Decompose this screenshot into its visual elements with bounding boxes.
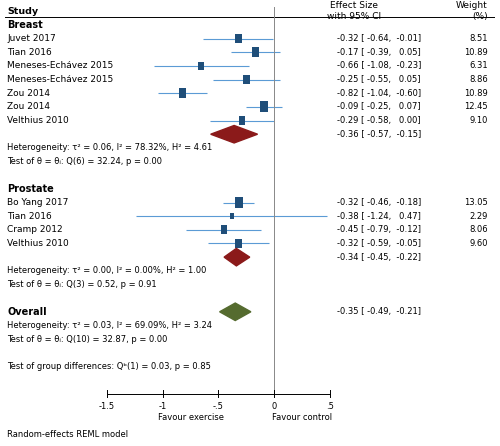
Text: -0.32 [ -0.59,  -0.05]: -0.32 [ -0.59, -0.05] (337, 239, 421, 248)
Text: -0.32 [ -0.46,  -0.18]: -0.32 [ -0.46, -0.18] (337, 198, 421, 207)
Text: -0.29 [ -0.58,   0.00]: -0.29 [ -0.58, 0.00] (337, 116, 421, 125)
Text: -0.35 [ -0.49,  -0.21]: -0.35 [ -0.49, -0.21] (337, 307, 421, 316)
Text: Zou 2014: Zou 2014 (8, 103, 50, 112)
Text: 8.51: 8.51 (469, 34, 488, 43)
Text: Effect Size
with 95% CI: Effect Size with 95% CI (328, 1, 382, 21)
Text: Prostate: Prostate (8, 184, 54, 194)
Text: Heterogeneity: τ² = 0.06, I² = 78.32%, H² = 4.61: Heterogeneity: τ² = 0.06, I² = 78.32%, H… (8, 143, 212, 153)
Text: -0.17 [ -0.39,   0.05]: -0.17 [ -0.39, 0.05] (337, 48, 421, 57)
Text: -.5: -.5 (213, 401, 224, 411)
Text: -0.09 [ -0.25,   0.07]: -0.09 [ -0.25, 0.07] (337, 103, 421, 112)
Text: -0.32 [ -0.64,  -0.01]: -0.32 [ -0.64, -0.01] (337, 34, 421, 43)
Text: Tian 2016: Tian 2016 (8, 48, 52, 57)
Text: Velthius 2010: Velthius 2010 (8, 116, 69, 125)
Text: Velthius 2010: Velthius 2010 (8, 239, 69, 248)
Text: Heterogeneity: τ² = 0.00, I² = 0.00%, H² = 1.00: Heterogeneity: τ² = 0.00, I² = 0.00%, H²… (8, 266, 207, 275)
Text: Zou 2014: Zou 2014 (8, 89, 50, 98)
Text: Breast: Breast (8, 20, 43, 30)
Text: Heterogeneity: τ² = 0.03, I² = 69.09%, H² = 3.24: Heterogeneity: τ² = 0.03, I² = 69.09%, H… (8, 321, 212, 330)
Bar (230, 213, 234, 219)
Bar (234, 197, 242, 208)
Text: -0.66 [ -1.08,  -0.23]: -0.66 [ -1.08, -0.23] (337, 62, 421, 70)
Text: Bo Yang 2017: Bo Yang 2017 (8, 198, 69, 207)
Text: Test of θ = θᵢ: Q(3) = 0.52, p = 0.91: Test of θ = θᵢ: Q(3) = 0.52, p = 0.91 (8, 280, 157, 289)
Bar (252, 47, 259, 58)
Polygon shape (224, 248, 250, 266)
Text: Test of θ = θᵢ: Q(10) = 32.87, p = 0.00: Test of θ = θᵢ: Q(10) = 32.87, p = 0.00 (8, 334, 168, 343)
Text: -0.38 [ -1.24,   0.47]: -0.38 [ -1.24, 0.47] (337, 212, 421, 221)
Text: Favour control: Favour control (272, 413, 332, 422)
Text: -1.5: -1.5 (99, 401, 115, 411)
Bar (236, 34, 242, 43)
Text: -0.34 [ -0.45,  -0.22]: -0.34 [ -0.45, -0.22] (337, 252, 421, 262)
Text: 8.86: 8.86 (469, 75, 488, 84)
Bar (238, 116, 246, 125)
Bar (198, 62, 203, 70)
Text: -1: -1 (158, 401, 167, 411)
Text: Overall: Overall (8, 307, 47, 317)
Text: Random-effects REML model: Random-effects REML model (8, 430, 128, 439)
Text: Cramp 2012: Cramp 2012 (8, 225, 63, 234)
Text: 13.05: 13.05 (464, 198, 487, 207)
Text: Favour exercise: Favour exercise (158, 413, 224, 422)
Bar (179, 88, 186, 99)
Text: 10.89: 10.89 (464, 89, 487, 98)
Text: 12.45: 12.45 (464, 103, 487, 112)
Text: -0.82 [ -1.04,  -0.60]: -0.82 [ -1.04, -0.60] (337, 89, 421, 98)
Text: Meneses-Echávez 2015: Meneses-Echávez 2015 (8, 62, 114, 70)
Text: 2.29: 2.29 (470, 212, 488, 221)
Text: -0.25 [ -0.55,   0.05]: -0.25 [ -0.55, 0.05] (337, 75, 420, 84)
Text: 8.06: 8.06 (469, 225, 488, 234)
Text: -0.45 [ -0.79,  -0.12]: -0.45 [ -0.79, -0.12] (337, 225, 421, 234)
Text: Meneses-Echávez 2015: Meneses-Echávez 2015 (8, 75, 114, 84)
Text: Weight
(%): Weight (%) (456, 1, 488, 21)
Text: 6.31: 6.31 (469, 62, 488, 70)
Bar (260, 101, 268, 112)
Text: 0: 0 (272, 401, 277, 411)
Text: 9.60: 9.60 (469, 239, 488, 248)
Text: 10.89: 10.89 (464, 48, 487, 57)
Text: -0.36 [ -0.57,  -0.15]: -0.36 [ -0.57, -0.15] (337, 130, 421, 139)
Text: Study: Study (8, 7, 38, 16)
Polygon shape (220, 303, 251, 321)
Polygon shape (210, 125, 258, 143)
Text: .5: .5 (326, 401, 334, 411)
Text: Test of group differences: Qᵇ(1) = 0.03, p = 0.85: Test of group differences: Qᵇ(1) = 0.03,… (8, 362, 212, 371)
Text: Test of θ = θᵢ: Q(6) = 32.24, p = 0.00: Test of θ = θᵢ: Q(6) = 32.24, p = 0.00 (8, 157, 162, 166)
Text: Juvet 2017: Juvet 2017 (8, 34, 56, 43)
Bar (235, 239, 242, 248)
Text: Tian 2016: Tian 2016 (8, 212, 52, 221)
Text: 9.10: 9.10 (470, 116, 488, 125)
Bar (221, 225, 227, 234)
Bar (243, 75, 250, 84)
